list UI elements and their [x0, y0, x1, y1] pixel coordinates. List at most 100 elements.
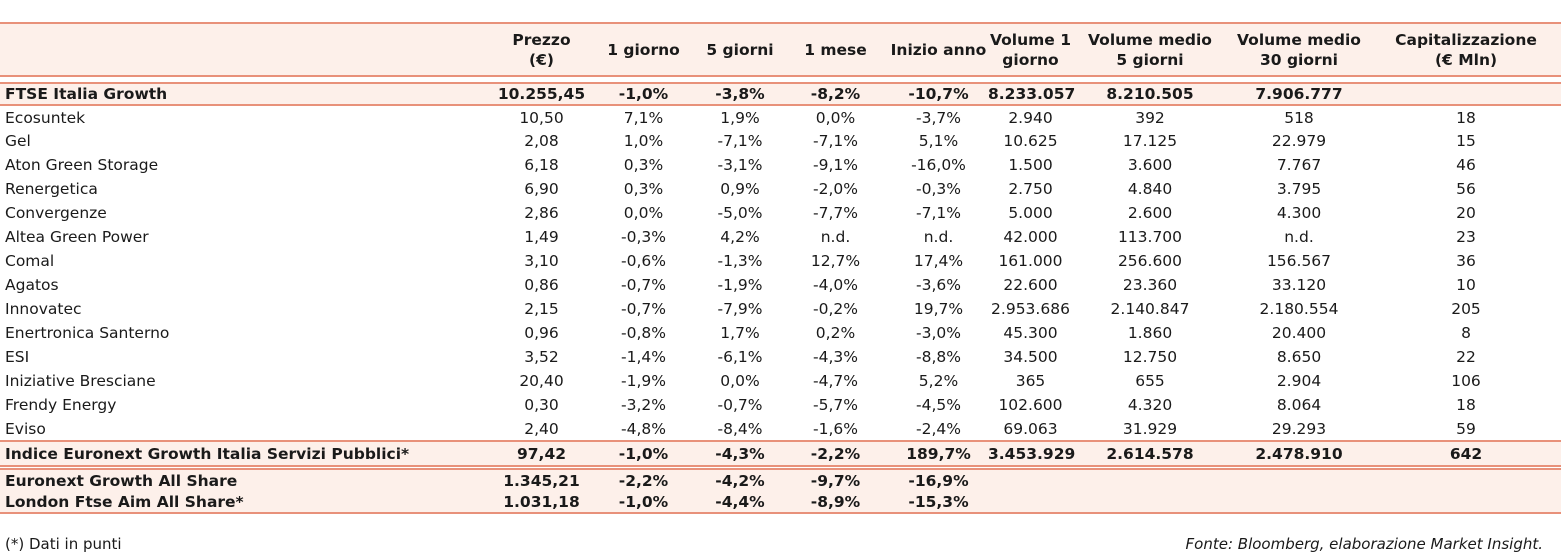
index-row-ftse-italia-growth: FTSE Italia Growth 10.255,45 -1,0% -3,8% -8,… [0, 83, 1561, 105]
cell-1-day: -2,2% [618, 471, 669, 490]
cell-name: Innovatec [5, 300, 82, 318]
cell-ytd: -3,0% [916, 324, 961, 342]
cell-name: London Ftse Aim All Share* [5, 492, 244, 511]
cell-ytd: -3,6% [916, 276, 961, 294]
cell-1-day: 0,3% [623, 180, 664, 198]
cell-capitalization [1371, 491, 1561, 513]
cell-name: Gel [5, 132, 31, 150]
header-capitalization: Capitalizzazione (€ Mln) [1395, 30, 1537, 69]
cell-5-days: 0,9% [720, 180, 760, 198]
cell-volume-5-days: 8.210.505 [1106, 85, 1194, 103]
cell-1-month: -5,7% [813, 396, 858, 414]
cell-price: 3,10 [524, 252, 559, 270]
cell-name: Frendy Energy [5, 396, 117, 414]
cell-volume-1-day [988, 491, 1073, 513]
cell-5-days: -4,2% [715, 471, 765, 490]
cell-volume-1-day: 5.000 [1008, 204, 1053, 222]
cell-1-day: -1,9% [621, 372, 666, 390]
cell-capitalization: 36 [1456, 252, 1476, 270]
cell-name: Aton Green Storage [5, 156, 159, 174]
cell-price: 6,90 [524, 180, 559, 198]
cell-price: 1.345,21 [503, 471, 580, 490]
header-volume-5-days: Volume medio 5 giorni [1088, 30, 1212, 69]
cell-5-days: -7,9% [717, 300, 763, 318]
cell-5-days: 0,0% [720, 372, 760, 390]
cell-5-days: -4,3% [715, 444, 765, 463]
cell-1-month: -9,1% [813, 156, 858, 174]
cell-ytd: -15,3% [908, 492, 969, 511]
cell-volume-30-days: 156.567 [1266, 252, 1332, 270]
cell-volume-5-days: 4.840 [1127, 180, 1173, 198]
cell-volume-30-days [1227, 491, 1371, 513]
cell-1-day: -0,7% [621, 300, 666, 318]
cell-5-days: -3,1% [717, 156, 763, 174]
table-header-row: Prezzo (€) 1 giorno 5 giorni 1 mese Inizi… [0, 23, 1561, 76]
cell-1-day: -1,0% [618, 444, 669, 463]
cell-volume-30-days: 22.979 [1271, 132, 1327, 150]
table-row: Convergenze 2,86 0,0% -5,0% -7,7% -7,1% 5.000 2… [0, 201, 1561, 225]
cell-ytd: n.d. [923, 228, 954, 246]
cell-volume-30-days: 20.400 [1271, 324, 1327, 342]
cell-capitalization: 59 [1456, 419, 1476, 438]
cell-1-day: -3,2% [621, 396, 666, 414]
cell-volume-30-days: 8.064 [1276, 396, 1322, 414]
cell-name: Convergenze [5, 204, 107, 222]
cell-volume-1-day: 365 [1015, 372, 1046, 390]
cell-volume-5-days: 1.860 [1127, 324, 1173, 342]
cell-5-days: -4,4% [715, 492, 765, 511]
cell-1-month: -4,3% [813, 348, 858, 366]
spacer-row [0, 76, 1561, 83]
cell-capitalization: 18 [1456, 396, 1476, 414]
header-1-day: 1 giorno [607, 40, 680, 59]
cell-capitalization: 10 [1456, 276, 1476, 294]
cell-volume-30-days: 2.904 [1276, 372, 1322, 390]
cell-5-days: 1,7% [720, 324, 760, 342]
cell-name: Enertronica Santerno [5, 324, 170, 342]
cell-volume-30-days [1227, 469, 1371, 491]
cell-volume-1-day: 1.500 [1008, 156, 1053, 174]
table-footer: (*) Dati in punti Fonte: Bloomberg, elab… [0, 535, 1561, 555]
cell-5-days: -1,9% [717, 276, 763, 294]
cell-capitalization: 22 [1456, 348, 1476, 366]
cell-ytd: 17,4% [913, 252, 964, 270]
table-row: Enertronica Santerno 0,96 -0,8% 1,7% 0,2% -3,… [0, 321, 1561, 345]
cell-price: 6,18 [524, 156, 559, 174]
cell-1-month: -8,9% [810, 492, 861, 511]
cell-ytd: -8,8% [916, 348, 961, 366]
cell-capitalization: 642 [1449, 444, 1483, 463]
cell-ytd: -0,3% [916, 180, 961, 198]
cell-ytd: -7,1% [916, 204, 961, 222]
table-row: Comal 3,10 -0,6% -1,3% 12,7% 17,4% 161.000 256.… [0, 249, 1561, 273]
cell-capitalization [1371, 469, 1561, 491]
cell-1-month: -7,7% [813, 204, 858, 222]
cell-5-days: -1,3% [717, 252, 763, 270]
cell-1-month: -0,2% [813, 300, 858, 318]
cell-1-month: -4,7% [813, 372, 858, 390]
cell-volume-30-days: 4.300 [1276, 204, 1322, 222]
cell-1-month: 0,2% [815, 324, 856, 342]
cell-1-month: -1,6% [813, 419, 858, 438]
cell-volume-1-day: 2.750 [1008, 180, 1053, 198]
cell-price: 0,86 [524, 276, 559, 294]
cell-capitalization [1371, 83, 1561, 105]
cell-name: Renergetica [5, 180, 98, 198]
cell-volume-1-day: 8.233.057 [988, 85, 1076, 103]
cell-1-day: -0,3% [621, 228, 666, 246]
cell-ytd: 5,2% [918, 372, 959, 390]
table-row: Iniziative Bresciane 20,40 -1,9% 0,0% -4,7% 5… [0, 369, 1561, 393]
cell-volume-1-day: 2.953.686 [991, 300, 1070, 318]
cell-volume-5-days: 655 [1135, 372, 1165, 390]
cell-volume-30-days: 2.180.554 [1259, 300, 1339, 318]
cell-volume-5-days: 2.600 [1127, 204, 1173, 222]
cell-ytd: -2,4% [916, 419, 961, 438]
cell-price: 10,50 [519, 108, 564, 127]
cell-volume-5-days: 392 [1135, 108, 1165, 127]
cell-volume-30-days: 2.478.910 [1255, 444, 1343, 463]
cell-name: Eviso [5, 419, 46, 438]
cell-name: Altea Green Power [5, 228, 149, 246]
cell-ytd: -4,5% [916, 396, 961, 414]
cell-5-days: -0,7% [717, 396, 763, 414]
cell-1-month: -2,0% [813, 180, 858, 198]
stock-table-container: Prezzo (€) 1 giorno 5 giorni 1 mese Inizi… [0, 22, 1561, 514]
cell-volume-1-day: 22.600 [1003, 276, 1058, 294]
